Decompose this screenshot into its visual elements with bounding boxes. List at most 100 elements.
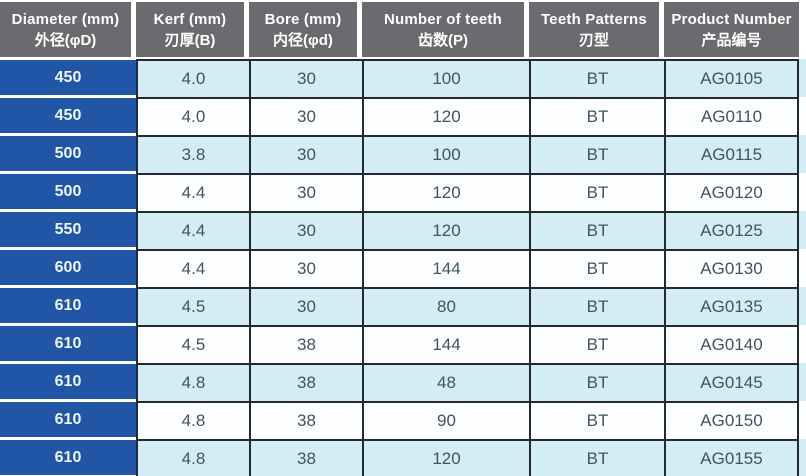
table-row: 610 4.8 38 90 BT AG0150 xyxy=(0,401,806,439)
row-edge-sliver xyxy=(799,173,806,211)
table-row: 610 4.5 30 80 BT AG0135 xyxy=(0,287,806,325)
bore-cell: 30 xyxy=(249,59,362,97)
kerf-cell: 4.4 xyxy=(136,173,249,211)
row-edge-sliver xyxy=(799,325,806,363)
header-teeth-count-zh: 齿数(P) xyxy=(418,31,468,49)
teeth-count-cell: 90 xyxy=(362,401,529,439)
header-product-number-en: Product Number xyxy=(671,10,792,28)
header-diameter: Diameter (mm) 外径(φD) xyxy=(0,2,136,57)
bore-cell: 38 xyxy=(249,325,362,363)
row-edge-sliver xyxy=(799,249,806,287)
teeth-count-cell: 120 xyxy=(362,211,529,249)
bore-cell: 30 xyxy=(249,211,362,249)
teeth-count-cell: 80 xyxy=(362,287,529,325)
teeth-pattern-cell: BT xyxy=(529,97,664,135)
diameter-cell: 610 xyxy=(0,326,136,361)
header-teeth-count-en: Number of teeth xyxy=(383,10,502,28)
kerf-cell: 4.0 xyxy=(136,59,249,97)
diameter-cell: 450 xyxy=(0,98,136,133)
row-edge-sliver xyxy=(799,59,806,97)
diameter-cell: 500 xyxy=(0,136,136,171)
table-header-row: Diameter (mm) 外径(φD) Kerf (mm) 刃厚(B) Bor… xyxy=(0,2,806,57)
teeth-count-cell: 120 xyxy=(362,97,529,135)
product-number-cell: AG0135 xyxy=(664,287,799,325)
row-edge-sliver xyxy=(799,439,806,476)
teeth-count-cell: 144 xyxy=(362,325,529,363)
diameter-cell: 610 xyxy=(0,402,136,437)
row-edge-sliver xyxy=(799,401,806,439)
table-row: 610 4.8 38 120 BT AG0155 xyxy=(0,439,806,476)
header-bore: Bore (mm) 内径(φd) xyxy=(249,2,362,57)
header-kerf-en: Kerf (mm) xyxy=(153,10,227,28)
product-number-cell: AG0115 xyxy=(664,135,799,173)
header-kerf-zh: 刃厚(B) xyxy=(164,31,216,49)
diameter-cell: 610 xyxy=(0,440,136,475)
row-edge-sliver xyxy=(799,363,806,401)
header-diameter-en: Diameter (mm) xyxy=(11,10,120,28)
bore-cell: 30 xyxy=(249,135,362,173)
kerf-cell: 4.4 xyxy=(136,249,249,287)
row-edge-sliver xyxy=(799,211,806,249)
header-teeth-patterns: Teeth Patterns 刃型 xyxy=(529,2,664,57)
teeth-pattern-cell: BT xyxy=(529,287,664,325)
header-product-number: Product Number 产品编号 xyxy=(664,2,799,57)
header-diameter-zh: 外径(φD) xyxy=(34,31,97,49)
teeth-count-cell: 48 xyxy=(362,363,529,401)
table-row: 550 4.4 30 120 BT AG0125 xyxy=(0,211,806,249)
teeth-count-cell: 120 xyxy=(362,173,529,211)
table-row: 610 4.8 38 48 BT AG0145 xyxy=(0,363,806,401)
diameter-cell: 610 xyxy=(0,288,136,323)
bore-cell: 38 xyxy=(249,439,362,476)
kerf-cell: 4.5 xyxy=(136,325,249,363)
teeth-pattern-cell: BT xyxy=(529,249,664,287)
header-teeth-patterns-en: Teeth Patterns xyxy=(541,10,647,28)
teeth-count-cell: 100 xyxy=(362,59,529,97)
product-number-cell: AG0145 xyxy=(664,363,799,401)
teeth-count-cell: 144 xyxy=(362,249,529,287)
teeth-pattern-cell: BT xyxy=(529,173,664,211)
kerf-cell: 4.4 xyxy=(136,211,249,249)
table-row: 450 4.0 30 120 BT AG0110 xyxy=(0,97,806,135)
table-body: 450 4.0 30 100 BT AG0105 450 4.0 30 120 BT AG0110 50… xyxy=(0,59,806,476)
header-edge-sliver xyxy=(799,2,806,57)
table-row: 600 4.4 30 144 BT AG0130 xyxy=(0,249,806,287)
teeth-pattern-cell: BT xyxy=(529,211,664,249)
teeth-pattern-cell: BT xyxy=(529,401,664,439)
kerf-cell: 4.8 xyxy=(136,363,249,401)
bore-cell: 38 xyxy=(249,401,362,439)
bore-cell: 30 xyxy=(249,287,362,325)
teeth-pattern-cell: BT xyxy=(529,363,664,401)
bore-cell: 30 xyxy=(249,249,362,287)
diameter-cell: 500 xyxy=(0,174,136,209)
diameter-cell: 600 xyxy=(0,250,136,285)
header-kerf: Kerf (mm) 刃厚(B) xyxy=(136,2,249,57)
teeth-count-cell: 120 xyxy=(362,439,529,476)
teeth-count-cell: 100 xyxy=(362,135,529,173)
table-row: 450 4.0 30 100 BT AG0105 xyxy=(0,59,806,97)
product-number-cell: AG0155 xyxy=(664,439,799,476)
teeth-pattern-cell: BT xyxy=(529,325,664,363)
kerf-cell: 4.8 xyxy=(136,401,249,439)
product-number-cell: AG0130 xyxy=(664,249,799,287)
header-bore-zh: 内径(φd) xyxy=(273,31,333,49)
bore-cell: 30 xyxy=(249,97,362,135)
product-number-cell: AG0110 xyxy=(664,97,799,135)
diameter-cell: 550 xyxy=(0,212,136,247)
bore-cell: 30 xyxy=(249,173,362,211)
kerf-cell: 4.5 xyxy=(136,287,249,325)
row-edge-sliver xyxy=(799,287,806,325)
kerf-cell: 4.8 xyxy=(136,439,249,476)
teeth-pattern-cell: BT xyxy=(529,439,664,476)
header-product-number-zh: 产品编号 xyxy=(701,31,762,49)
diameter-cell: 450 xyxy=(0,60,136,95)
product-number-cell: AG0150 xyxy=(664,401,799,439)
header-teeth-patterns-zh: 刃型 xyxy=(578,31,609,49)
table-row: 610 4.5 38 144 BT AG0140 xyxy=(0,325,806,363)
product-number-cell: AG0140 xyxy=(664,325,799,363)
kerf-cell: 4.0 xyxy=(136,97,249,135)
kerf-cell: 3.8 xyxy=(136,135,249,173)
product-number-cell: AG0105 xyxy=(664,59,799,97)
table-row: 500 3.8 30 100 BT AG0115 xyxy=(0,135,806,173)
table-row: 500 4.4 30 120 BT AG0120 xyxy=(0,173,806,211)
